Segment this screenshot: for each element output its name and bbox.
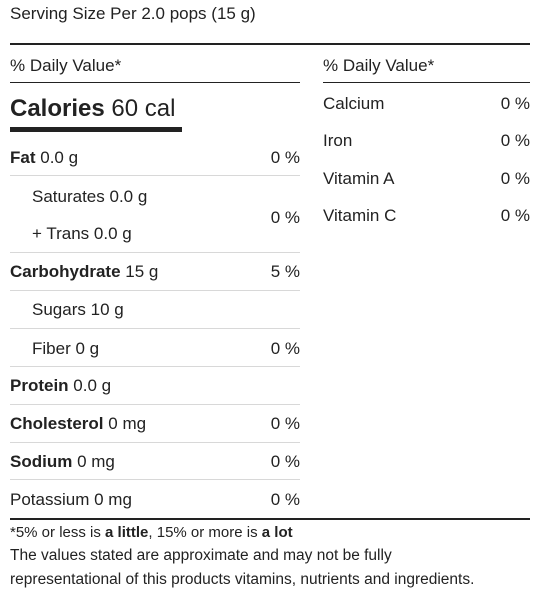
- vitamin-c-label: Vitamin C: [323, 206, 397, 225]
- row-saturates: Saturates 0.0 g: [32, 187, 147, 207]
- cholesterol-label: Cholesterol: [10, 414, 104, 433]
- serving-size: Serving Size Per 2.0 pops (15 g): [10, 4, 256, 23]
- fat-pct: 0 %: [270, 148, 300, 167]
- iron-pct: 0 %: [500, 131, 530, 150]
- footnote-part2: , 15% or more is: [148, 524, 262, 541]
- footnote-dv: *5% or less is a little, 15% or more is …: [10, 524, 293, 542]
- row-trans: + Trans 0.0 g: [32, 224, 132, 244]
- divider: [10, 175, 300, 176]
- divider: [10, 328, 300, 329]
- disclaimer-line2: representational of this products vitami…: [10, 571, 475, 588]
- row-fat: Fat 0.0 g: [10, 148, 78, 168]
- right-header-rule: [323, 82, 530, 83]
- row-sugars: Sugars 10 g: [32, 300, 124, 320]
- left-header-rule: [10, 82, 300, 83]
- divider: [10, 479, 300, 480]
- divider: [10, 404, 300, 405]
- calories-value: 60 cal: [111, 95, 176, 122]
- row-protein: Protein 0.0 g: [10, 376, 111, 396]
- saturates-value: 0.0 g: [109, 187, 148, 206]
- sodium-label: Sodium: [10, 452, 73, 471]
- potassium-label: Potassium: [10, 490, 90, 509]
- vitamin-a-label: Vitamin A: [323, 169, 395, 188]
- cholesterol-pct: 0 %: [270, 414, 300, 433]
- carbohydrate-value: 15 g: [125, 262, 159, 281]
- right-dv-header: % Daily Value*: [323, 56, 435, 75]
- footnote-lot: a lot: [261, 524, 293, 541]
- sodium-value: 0 mg: [77, 452, 115, 471]
- divider: [10, 442, 300, 443]
- row-cholesterol: Cholesterol 0 mg: [10, 414, 146, 434]
- top-rule: [10, 43, 530, 45]
- potassium-pct: 0 %: [270, 490, 300, 509]
- row-sodium: Sodium 0 mg: [10, 452, 115, 472]
- sugars-value: 10 g: [90, 300, 124, 319]
- row-fiber: Fiber 0 g: [32, 339, 99, 359]
- fiber-label: Fiber: [32, 339, 71, 358]
- calcium-pct: 0 %: [500, 94, 530, 113]
- cholesterol-value: 0 mg: [108, 414, 147, 433]
- vitamin-c-pct: 0 %: [500, 206, 530, 225]
- fiber-value: 0 g: [75, 339, 100, 358]
- calories-label: Calories: [10, 95, 105, 122]
- fat-value: 0.0 g: [40, 148, 79, 167]
- fat-label: Fat: [10, 148, 36, 167]
- iron-label: Iron: [323, 131, 353, 150]
- disclaimer-line1: The values stated are approximate and ma…: [10, 547, 392, 564]
- potassium-value: 0 mg: [94, 490, 132, 509]
- calories-underline: [10, 127, 182, 132]
- footnote-part1: *5% or less is: [10, 524, 106, 541]
- calories: Calories 60 cal: [10, 95, 175, 123]
- protein-label: Protein: [10, 376, 69, 395]
- trans-label: + Trans: [32, 224, 90, 243]
- fiber-pct: 0 %: [270, 339, 300, 358]
- footnote-little: a little: [105, 524, 149, 541]
- bottom-rule: [10, 518, 530, 520]
- carbohydrate-pct: 5 %: [270, 262, 300, 281]
- divider: [10, 366, 300, 367]
- trans-value: 0.0 g: [93, 224, 132, 243]
- divider: [10, 290, 300, 291]
- vitamin-a-pct: 0 %: [500, 169, 530, 188]
- divider: [10, 252, 300, 253]
- trans-pct: 0 %: [270, 208, 300, 227]
- row-potassium: Potassium 0 mg: [10, 490, 132, 510]
- protein-value: 0.0 g: [73, 376, 112, 395]
- sugars-label: Sugars: [32, 300, 86, 319]
- left-dv-header: % Daily Value*: [10, 56, 122, 75]
- row-carbohydrate: Carbohydrate 15 g: [10, 262, 158, 282]
- sodium-pct: 0 %: [270, 452, 300, 471]
- calcium-label: Calcium: [323, 94, 385, 113]
- carbohydrate-label: Carbohydrate: [10, 262, 121, 281]
- saturates-label: Saturates: [32, 187, 105, 206]
